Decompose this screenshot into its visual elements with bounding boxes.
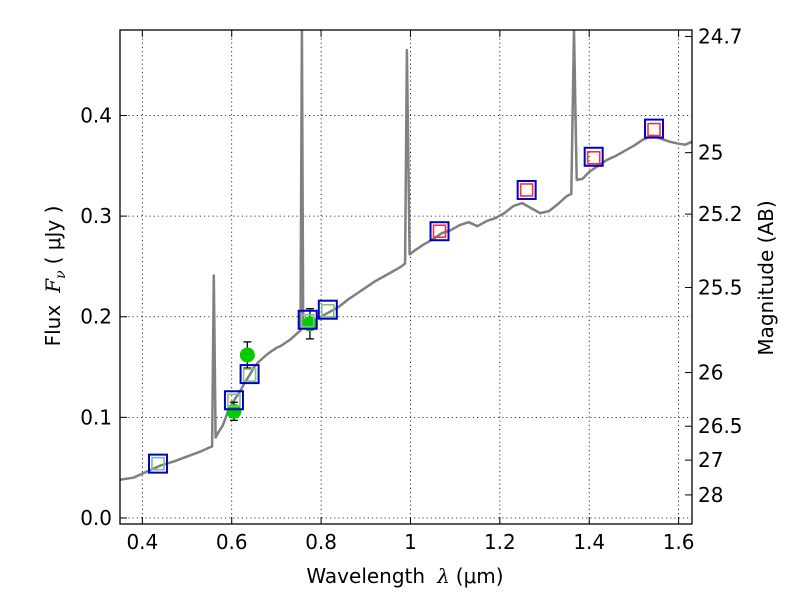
plot-data (120, 30, 692, 481)
model-square (429, 221, 450, 242)
synthetic-square (151, 456, 165, 471)
x-tick-label: 1.6 (663, 530, 695, 554)
model-square (516, 179, 537, 200)
model-square (223, 390, 244, 411)
synthetic-square (227, 393, 241, 408)
x-tick-label: 1 (404, 530, 417, 554)
model-square (583, 146, 604, 167)
synthetic-square (586, 150, 601, 165)
y-tick-label: 0.1 (80, 405, 112, 429)
mag-tick-label: 27 (698, 448, 723, 472)
spectrum-line (120, 30, 692, 481)
y-axis-label: FluxFν( μJy ) (41, 206, 69, 347)
mag-tick-label: 24.7 (698, 24, 743, 48)
model-square (297, 309, 318, 330)
x-tick-label: 0.4 (126, 530, 158, 554)
model-square (317, 299, 338, 320)
y-tick-label: 0.2 (80, 305, 112, 329)
y-tick-label: 0.0 (80, 506, 112, 530)
y-tick-label: 0.3 (80, 204, 112, 228)
synthetic-square (519, 183, 534, 197)
mag-tick-label: 26.5 (698, 414, 743, 438)
mag-tick-label: 25 (698, 141, 723, 165)
model-square (147, 453, 168, 474)
x-tick-label: 1.4 (573, 530, 605, 554)
x-tick-label: 0.8 (305, 530, 337, 554)
x-axis-label: Wavelength λ (μm) (306, 564, 503, 588)
synthetic-square (300, 313, 315, 328)
synthetic-square (432, 224, 447, 239)
mag-tick-label: 26 (698, 361, 723, 385)
magnitude-axis-label: Magnitude (AB) (754, 200, 778, 355)
model-square (239, 364, 260, 385)
y-tick-label: 0.4 (80, 104, 112, 128)
x-tick-label: 1.2 (484, 530, 516, 554)
mag-tick-label: 28 (698, 483, 723, 507)
mag-tick-label: 25.2 (698, 202, 743, 226)
synthetic-square (320, 303, 335, 318)
plot-frame (119, 29, 693, 525)
synthetic-square (647, 122, 661, 137)
x-tick-label: 0.6 (216, 530, 248, 554)
axis-ticks: 0.4 0.6 0.8 1 1.2 1.4 1.6 0.0 0.1 0.2 0.3 0.4 24.7 25… (80, 24, 742, 554)
observed-point (239, 347, 255, 363)
mag-tick-label: 25.5 (698, 275, 743, 299)
observed-point (226, 403, 242, 419)
synthetic-square (242, 368, 257, 382)
model-square (644, 118, 665, 139)
